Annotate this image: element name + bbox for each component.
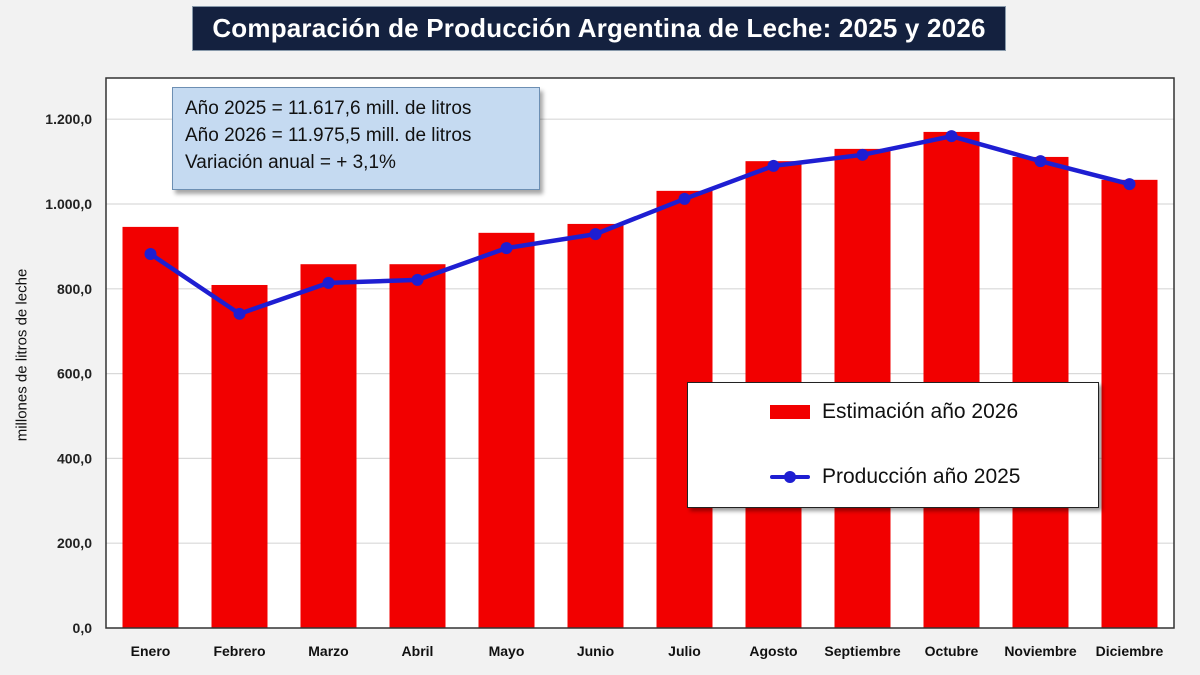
y-tick-label: 200,0 — [57, 535, 92, 551]
y-tick-label: 1.000,0 — [45, 196, 92, 212]
line-point-diciembre — [1123, 178, 1136, 191]
line-point-enero — [144, 248, 157, 261]
gridlines — [106, 118, 1174, 544]
line-point-abril — [411, 273, 424, 286]
line-point-febrero — [233, 307, 246, 320]
y-axis-ticks: 0,0 200,0 400,0 600,0 800,0 1.000,0 1.200,0 — [45, 111, 92, 636]
line-path — [149, 133, 1131, 317]
x-tick-label: Enero — [131, 643, 171, 659]
line-series — [144, 130, 1136, 320]
line-point-noviembre — [1034, 155, 1047, 168]
y-tick-label: 0,0 — [73, 620, 93, 636]
y-tick-label: 600,0 — [57, 366, 92, 382]
legend-line-marker-icon — [770, 470, 810, 484]
x-tick-label: Diciembre — [1096, 643, 1164, 659]
y-axis-title: millones de litros de leche — [13, 268, 31, 442]
chart-title: Comparación de Producción Argentina de L… — [192, 6, 1006, 51]
summary-2025: Año 2025 = 11.617,6 mill. de litros — [185, 98, 472, 119]
legend-line-label: Producción año 2025 — [822, 465, 1021, 488]
x-tick-label: Septiembre — [824, 643, 900, 659]
bar-diciembre — [1101, 179, 1158, 628]
x-tick-label: Febrero — [213, 643, 265, 659]
bar-marzo — [300, 264, 357, 628]
bar-enero — [122, 226, 179, 628]
legend-item-line: Producción año 2025 — [770, 465, 1021, 489]
line-point-agosto — [767, 159, 780, 172]
x-tick-label: Agosto — [749, 643, 797, 659]
bar-junio — [567, 223, 624, 629]
line-point-junio — [589, 228, 602, 241]
summary-2026: Año 2026 = 11.975,5 mill. de litros — [185, 125, 472, 146]
line-point-julio — [678, 192, 691, 205]
summary-variation: Variación anual = + 3,1% — [185, 152, 396, 173]
x-tick-label: Junio — [577, 643, 614, 659]
x-tick-label: Mayo — [489, 643, 525, 659]
legend-item-bar: Estimación año 2026 — [770, 400, 1018, 424]
bar-mayo — [478, 232, 535, 628]
plot-frame — [105, 77, 1175, 629]
legend-bar-label: Estimación año 2026 — [822, 400, 1019, 423]
legend-bar-swatch-icon — [770, 405, 810, 419]
line-point-octubre — [945, 130, 958, 143]
legend: Estimación año 2026 Producción año 2025 — [687, 382, 1099, 508]
summary-box: Año 2025 = 11.617,6 mill. de litros Año … — [172, 87, 540, 190]
x-tick-label: Abril — [402, 643, 434, 659]
x-tick-label: Julio — [668, 643, 701, 659]
bar-octubre — [923, 131, 980, 629]
x-tick-label: Marzo — [308, 643, 348, 659]
x-tick-label: Noviembre — [1004, 643, 1077, 659]
x-tick-label: Octubre — [925, 643, 979, 659]
bar-febrero — [211, 284, 268, 628]
line-point-mayo — [500, 242, 513, 255]
y-tick-label: 800,0 — [57, 281, 92, 297]
line-point-septiembre — [856, 148, 869, 161]
y-tick-label: 400,0 — [57, 450, 92, 466]
line-point-marzo — [322, 276, 335, 289]
x-axis-labels: Enero Febrero Marzo Abril Mayo Junio Julio Agos… — [131, 643, 1164, 659]
y-tick-label: 1.200,0 — [45, 111, 92, 127]
bar-abril — [389, 264, 446, 628]
